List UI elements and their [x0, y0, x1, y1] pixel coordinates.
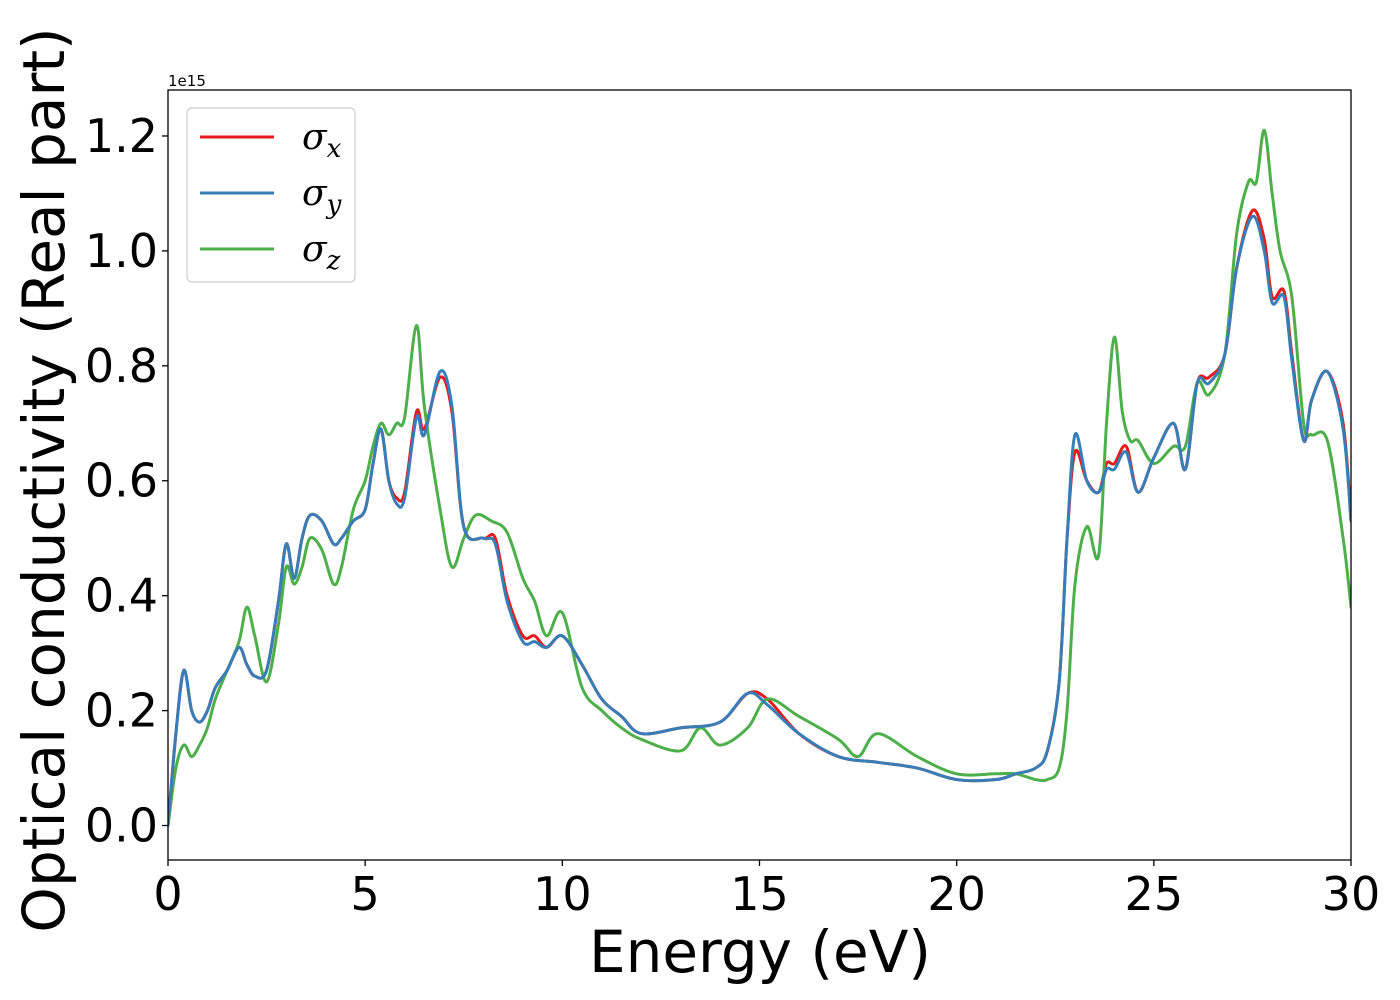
y-tick-label: 0.8	[85, 339, 158, 393]
legend-label-y: σy	[302, 173, 342, 220]
legend-label-x: σx	[302, 117, 342, 164]
x-tick-label: 5	[351, 867, 380, 921]
y-tick-label: 0.2	[85, 684, 158, 738]
legend: σx σy σz	[186, 107, 356, 283]
series-line-y	[168, 214, 1351, 828]
y-tick-label: 0.4	[85, 569, 158, 623]
x-tick-label: 15	[730, 867, 789, 921]
x-axis-label: Energy (eV)	[589, 918, 931, 986]
series-lines	[168, 128, 1351, 828]
x-tick-label: 20	[927, 867, 986, 921]
x-tick-label: 10	[533, 867, 592, 921]
y-tick-label: 1.0	[85, 224, 158, 278]
y-tick-label: 1.2	[85, 109, 158, 163]
series-line-z	[168, 128, 1351, 828]
legend-box	[186, 107, 356, 283]
legend-entries: σx σy σz	[200, 117, 342, 276]
x-tick-label: 25	[1125, 867, 1184, 921]
axis-ticks: 0 5 10 15 20 25 30 0.0 0.2 0.4 0.6 0.8 1.0 1.2	[85, 109, 1380, 921]
y-offset-text: 1e15	[168, 72, 206, 90]
x-tick-label: 0	[153, 867, 182, 921]
y-tick-label: 0.0	[85, 799, 158, 853]
y-axis-label: Optical conductivity (Real part)	[10, 27, 78, 932]
x-tick-label: 30	[1322, 867, 1381, 921]
y-tick-label: 0.6	[85, 454, 158, 508]
legend-label-z: σz	[302, 229, 341, 276]
